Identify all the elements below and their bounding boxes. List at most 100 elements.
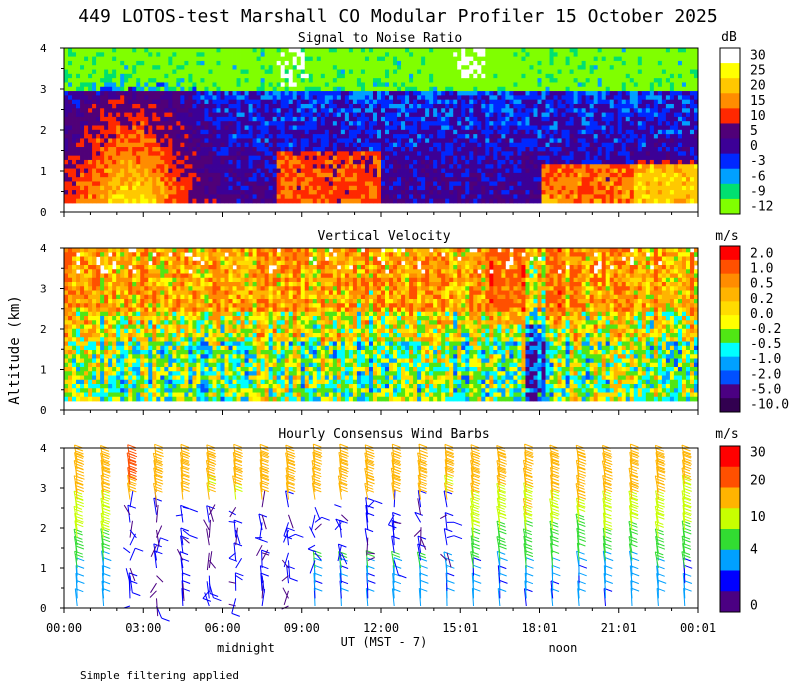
snr-cell [569,69,574,75]
snr-cell [397,65,402,70]
snr-cell [276,172,282,178]
snr-cell [437,121,442,126]
snr-cell [352,168,358,174]
snr-cell [204,112,209,118]
snr-cell [541,125,546,131]
snr-cell [120,82,125,88]
snr-cell [601,116,607,122]
snr-cell [364,52,370,58]
snr-cell [461,95,466,101]
snr-cell [300,65,306,70]
snr-cell [485,142,490,148]
snr-cell [96,78,101,83]
snr-cell [76,198,81,204]
snr-cell [397,52,402,58]
snr-cell [244,185,249,191]
snr-cell [240,172,245,178]
snr-cell [497,142,502,148]
snr-cell [304,142,310,148]
snr-cell [364,198,370,204]
snr-cell [112,151,117,157]
snr-cell [200,138,205,144]
snr-cell [389,190,394,195]
snr-cell [513,103,518,109]
snr-cell [140,129,145,135]
snr-cell [332,159,338,165]
snr-cell [184,121,189,126]
snr-cell [577,121,583,126]
snr-cell [244,52,249,58]
snr-cell [324,103,330,109]
snr-cell [200,194,205,200]
snr-cell [413,194,418,200]
snr-cell [260,48,266,53]
snr-cell [332,108,338,113]
snr-cell [557,181,562,187]
snr-cell [144,69,149,75]
snr-cell [272,65,278,70]
snr-cell [569,52,574,58]
snr-cell [505,129,510,135]
snr-cell [144,116,149,122]
snr-cell [332,138,338,144]
snr-cell [473,159,478,165]
snr-cell [372,65,378,70]
snr-cell [356,121,362,126]
snr-cell [104,177,109,182]
snr-cell [300,73,306,79]
snr-cell [132,60,137,66]
snr-cell [292,116,298,122]
snr-cell [272,78,278,83]
snr-cell [180,60,185,66]
snr-cell [441,65,446,70]
snr-cell [433,73,438,79]
snr-cell [276,151,282,157]
snr-cell [445,78,450,83]
snr-cell [413,108,418,113]
snr-cell [232,103,237,109]
snr-cell [76,168,81,174]
snr-cell [445,112,450,118]
snr-cell [184,78,189,83]
snr-cell [116,155,121,161]
snr-cell [224,103,229,109]
snr-cell [196,168,201,174]
snr-cell [573,185,579,191]
snr-cell [413,91,418,96]
snr-cell [220,78,225,83]
snr-cell [276,142,282,148]
snr-cell [389,147,394,152]
snr-cell [268,168,274,174]
snr-cell [553,181,558,187]
snr-cell [220,121,225,126]
snr-cell [320,78,326,83]
snr-cell [441,138,446,144]
snr-cell [429,155,434,161]
snr-cell [421,91,426,96]
snr-cell [573,48,579,53]
snr-cell [425,116,430,122]
snr-cell [360,103,366,109]
snr-cell [216,177,221,182]
snr-cell [312,91,318,96]
snr-cell [204,65,209,70]
snr-cell [120,125,125,131]
snr-cell [252,95,257,101]
snr-cell [557,138,562,144]
snr-cell [457,52,462,58]
snr-cell [493,164,498,169]
snr-cell [120,56,125,62]
snr-cell [144,108,149,113]
snr-cell [188,103,193,109]
snr-cell [348,147,354,152]
snr-cell [184,155,189,161]
snr-cell [280,129,286,135]
snr-cell [76,172,81,178]
snr-cell [260,56,266,62]
snr-cell [481,185,486,191]
snr-cell [489,48,494,53]
snr-cell [385,190,390,195]
snr-cell [308,185,314,191]
snr-cell [124,69,129,75]
snr-cell [268,112,274,118]
